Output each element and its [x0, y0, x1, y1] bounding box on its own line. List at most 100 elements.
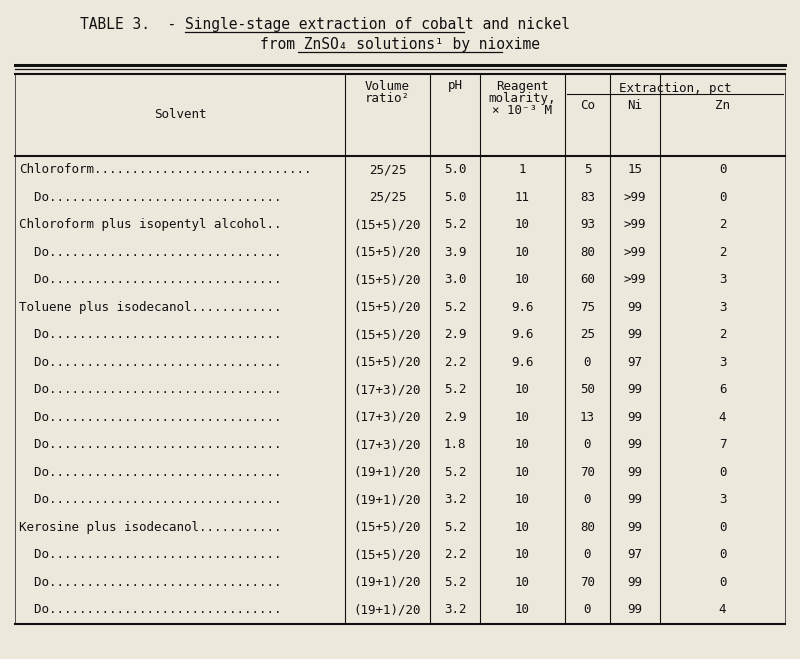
Text: 99: 99	[627, 384, 642, 396]
Text: 99: 99	[627, 301, 642, 314]
Text: Do...............................: Do...............................	[19, 466, 282, 478]
Text: (15+5)/20: (15+5)/20	[354, 328, 422, 341]
Text: 99: 99	[627, 411, 642, 424]
Text: TABLE 3.  -: TABLE 3. -	[80, 17, 185, 32]
Text: 0: 0	[718, 576, 726, 588]
Text: 0: 0	[718, 190, 726, 204]
Text: 3: 3	[718, 356, 726, 369]
Text: 0: 0	[584, 603, 591, 616]
Text: 3.2: 3.2	[444, 603, 466, 616]
Text: 4: 4	[718, 411, 726, 424]
Text: 99: 99	[627, 438, 642, 451]
Text: 99: 99	[627, 328, 642, 341]
Text: 2: 2	[718, 246, 726, 259]
Text: 3: 3	[718, 493, 726, 506]
Text: 2.9: 2.9	[444, 328, 466, 341]
Text: 10: 10	[515, 576, 530, 588]
Text: >99: >99	[624, 273, 646, 286]
Text: (15+5)/20: (15+5)/20	[354, 521, 422, 534]
Text: (15+5)/20: (15+5)/20	[354, 246, 422, 259]
Text: Co: Co	[580, 99, 595, 112]
Text: 9.6: 9.6	[511, 301, 534, 314]
Text: Do...............................: Do...............................	[19, 384, 282, 396]
Text: 25: 25	[580, 328, 595, 341]
Text: Do...............................: Do...............................	[19, 438, 282, 451]
Text: 99: 99	[627, 493, 642, 506]
Text: Chloroform plus isopentyl alcohol..: Chloroform plus isopentyl alcohol..	[19, 218, 282, 231]
Text: 5.2: 5.2	[444, 301, 466, 314]
Text: ratio²: ratio²	[365, 92, 410, 105]
Text: Chloroform.............................: Chloroform.............................	[19, 163, 311, 176]
Text: (19+1)/20: (19+1)/20	[354, 466, 422, 478]
Text: 60: 60	[580, 273, 595, 286]
Text: 0: 0	[718, 466, 726, 478]
Text: Kerosine plus isodecanol...........: Kerosine plus isodecanol...........	[19, 521, 282, 534]
Text: 0: 0	[718, 521, 726, 534]
Text: 0: 0	[584, 493, 591, 506]
Text: Do...............................: Do...............................	[19, 411, 282, 424]
Text: Ni: Ni	[627, 99, 642, 112]
Text: Zn: Zn	[715, 99, 730, 112]
Text: 93: 93	[580, 218, 595, 231]
Text: (17+3)/20: (17+3)/20	[354, 438, 422, 451]
Text: 0: 0	[718, 163, 726, 176]
Text: 3: 3	[718, 301, 726, 314]
Text: 0: 0	[584, 356, 591, 369]
Text: × 10⁻³ Μ: × 10⁻³ Μ	[493, 104, 553, 117]
Text: 13: 13	[580, 411, 595, 424]
Text: 0: 0	[584, 548, 591, 561]
Text: 2.9: 2.9	[444, 411, 466, 424]
Text: (15+5)/20: (15+5)/20	[354, 273, 422, 286]
Text: Do...............................: Do...............................	[19, 576, 282, 588]
Text: Toluene plus isodecanol............: Toluene plus isodecanol............	[19, 301, 282, 314]
Text: 99: 99	[627, 521, 642, 534]
Text: >99: >99	[624, 246, 646, 259]
Text: 97: 97	[627, 356, 642, 369]
Text: 4: 4	[718, 603, 726, 616]
Text: 70: 70	[580, 576, 595, 588]
Text: pH: pH	[447, 80, 462, 92]
Text: 2: 2	[718, 218, 726, 231]
Text: (19+1)/20: (19+1)/20	[354, 493, 422, 506]
Text: 5: 5	[584, 163, 591, 176]
Text: (19+1)/20: (19+1)/20	[354, 576, 422, 588]
Text: 10: 10	[515, 438, 530, 451]
Text: 11: 11	[515, 190, 530, 204]
Text: Do...............................: Do...............................	[19, 328, 282, 341]
Text: Do...............................: Do...............................	[19, 548, 282, 561]
Text: 10: 10	[515, 466, 530, 478]
Text: 3.0: 3.0	[444, 273, 466, 286]
Text: 10: 10	[515, 246, 530, 259]
Text: 1: 1	[518, 163, 526, 176]
Text: (17+3)/20: (17+3)/20	[354, 384, 422, 396]
Text: 2: 2	[718, 328, 726, 341]
Text: Do...............................: Do...............................	[19, 190, 282, 204]
Text: 5.2: 5.2	[444, 384, 466, 396]
Text: 5.2: 5.2	[444, 218, 466, 231]
Text: >99: >99	[624, 218, 646, 231]
Text: 3: 3	[718, 273, 726, 286]
Text: 97: 97	[627, 548, 642, 561]
Text: 0: 0	[718, 548, 726, 561]
Text: 5.2: 5.2	[444, 576, 466, 588]
Text: >99: >99	[624, 190, 646, 204]
Text: 2.2: 2.2	[444, 356, 466, 369]
Text: 10: 10	[515, 384, 530, 396]
Text: Single-stage extraction of cobalt and nickel: Single-stage extraction of cobalt and ni…	[185, 17, 570, 32]
Text: 10: 10	[515, 603, 530, 616]
Text: Do...............................: Do...............................	[19, 273, 282, 286]
Text: (15+5)/20: (15+5)/20	[354, 301, 422, 314]
Text: 25/25: 25/25	[369, 163, 406, 176]
Text: 9.6: 9.6	[511, 328, 534, 341]
Text: 7: 7	[718, 438, 726, 451]
Text: from ZnSO₄ solutions¹ by nioxime: from ZnSO₄ solutions¹ by nioxime	[260, 37, 540, 52]
Text: 10: 10	[515, 411, 530, 424]
Text: 10: 10	[515, 493, 530, 506]
Text: 10: 10	[515, 521, 530, 534]
Text: 80: 80	[580, 521, 595, 534]
Text: 5.2: 5.2	[444, 521, 466, 534]
Text: 3.9: 3.9	[444, 246, 466, 259]
Text: (17+3)/20: (17+3)/20	[354, 411, 422, 424]
Text: Do...............................: Do...............................	[19, 493, 282, 506]
Text: 25/25: 25/25	[369, 190, 406, 204]
